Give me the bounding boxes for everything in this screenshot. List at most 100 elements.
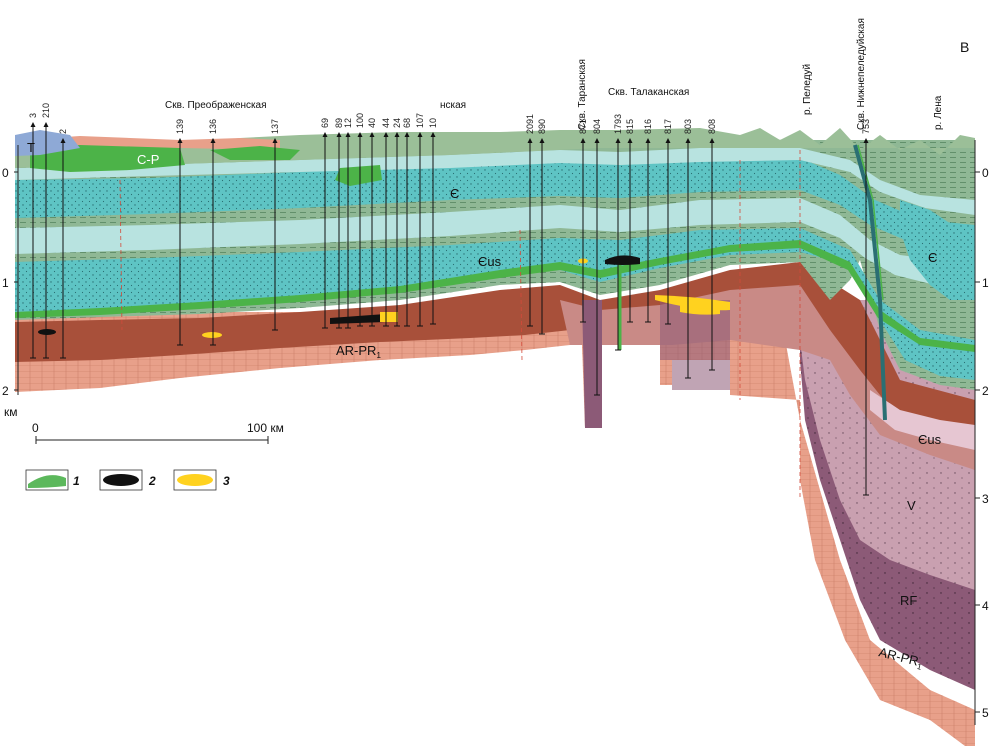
well-number: 68 — [402, 118, 412, 128]
well-number: 40 — [367, 118, 377, 128]
legend-label-3: 3 — [223, 474, 230, 488]
well-number: 137 — [270, 119, 280, 134]
borehole-marker — [615, 138, 621, 143]
unit-ARPR1-sub: 1 — [376, 351, 381, 360]
scale-start: 0 — [32, 421, 39, 435]
gas-deposit — [655, 295, 730, 311]
right-tick-4: 4 — [982, 599, 989, 613]
unit-ARPR1: AR-PR1 — [336, 343, 381, 360]
borehole-marker — [322, 132, 328, 137]
unit-Cm1: Є — [450, 186, 459, 201]
right-tick-3: 3 — [982, 492, 989, 506]
well-number: 890 — [537, 119, 547, 134]
unit-ARPR1-main: AR-PR — [336, 343, 376, 358]
borehole-marker — [645, 138, 651, 143]
borehole-marker — [336, 132, 342, 137]
legend-item-2: 2 — [99, 469, 156, 491]
left-tick-2: 2 — [2, 384, 9, 398]
unit-T: T — [27, 140, 35, 155]
borehole-marker — [594, 138, 600, 143]
depth-axis-left: 0 1 2 км — [2, 145, 19, 419]
panel-letter: B — [960, 39, 969, 55]
well-number: 3 — [28, 113, 38, 118]
borehole-marker — [417, 132, 423, 137]
well-number: 871 — [578, 119, 588, 134]
right-tick-0: 0 — [982, 166, 989, 180]
unit-RF: RF — [900, 593, 917, 608]
oil-deposit — [605, 255, 640, 265]
well-number: 69 — [320, 118, 330, 128]
layer-green-lens-2 — [210, 146, 300, 160]
well-number: 210 — [41, 103, 51, 118]
borehole-marker — [527, 138, 533, 143]
well-number: 808 — [707, 119, 717, 134]
right-tick-2: 2 — [982, 384, 989, 398]
layer-triassic — [15, 130, 80, 156]
borehole-marker — [177, 138, 183, 143]
borehole-marker — [580, 138, 586, 143]
well-number: 24 — [392, 118, 402, 128]
borehole-marker — [357, 132, 363, 137]
borehole-marker — [30, 122, 36, 127]
layer-light-salt-lower — [870, 390, 975, 450]
well-number: 2 — [58, 129, 68, 134]
taranskaya-graben — [582, 300, 602, 428]
unit-Cus1: Єus — [478, 254, 502, 269]
legend-item-1: 1 — [25, 469, 80, 491]
borehole-marker — [272, 138, 278, 143]
label-talakanskaya: Скв. Талаканская — [608, 87, 689, 98]
legend-label-1: 1 — [73, 474, 80, 488]
accumulations — [38, 255, 730, 338]
scale-bar: 0 100 км — [32, 421, 284, 444]
borehole-marker — [685, 138, 691, 143]
oil-deposit — [38, 329, 56, 335]
right-tick-5: 5 — [982, 706, 989, 720]
layer-light-teal-mid — [15, 198, 975, 290]
well-number: 816 — [643, 119, 653, 134]
gas-deposit — [202, 332, 222, 338]
borehole-marker — [369, 132, 375, 137]
unit-ARPR2-sub: 1 — [916, 662, 923, 672]
layer-cp-salmon — [20, 136, 280, 150]
right-tick-1: 1 — [982, 276, 989, 290]
gas-deposit — [680, 305, 720, 315]
well-number: 815 — [625, 119, 635, 134]
scale-end: 100 км — [247, 421, 284, 435]
gas-deposit — [380, 312, 398, 322]
legend-item-3: 3 — [173, 469, 230, 491]
borehole-marker — [43, 122, 49, 127]
layer-salt-lower-dots — [15, 228, 975, 380]
well-number: 817 — [663, 119, 673, 134]
label-nizhnepeleduiskaya: Скв. Нижнепеледуйская — [856, 18, 867, 130]
borehole-marker — [345, 132, 351, 137]
borehole-marker — [539, 138, 545, 143]
label-r-peleduy: р. Пеледуй — [802, 64, 813, 115]
label-partial-well: нская — [440, 100, 466, 111]
well-number: 107 — [415, 113, 425, 128]
well-number: 804 — [592, 119, 602, 134]
well-number: 1793 — [613, 114, 623, 134]
well-number: 44 — [381, 118, 391, 128]
borehole-marker — [394, 132, 400, 137]
well-number: 100 — [355, 113, 365, 128]
borehole-marker — [430, 132, 436, 137]
layer-lena-teal-dots — [900, 200, 975, 300]
unit-Cm2: Є — [928, 250, 937, 265]
label-preobrazhenskaya: Скв. Преображенская — [165, 99, 267, 111]
borehole-marker — [383, 132, 389, 137]
layer-light-teal-upper — [15, 148, 975, 215]
left-tick-0: 0 — [2, 166, 9, 180]
label-r-lena: р. Лена — [933, 95, 944, 130]
well-number: 753 — [861, 119, 871, 134]
left-tick-1: 1 — [2, 276, 9, 290]
well-number: 2091 — [525, 114, 535, 134]
legend: 1 2 3 — [25, 469, 230, 491]
borehole-marker — [210, 138, 216, 143]
unit-labels: T C-P Є Єus AR-PR1 Є Єus V RF AR-PR1 — [27, 140, 942, 672]
legend-label-2: 2 — [148, 474, 156, 488]
unit-V: V — [907, 498, 916, 513]
borehole-marker — [627, 138, 633, 143]
label-taranskaya: Скв. Таранская — [577, 59, 588, 130]
well-number: 139 — [175, 119, 185, 134]
